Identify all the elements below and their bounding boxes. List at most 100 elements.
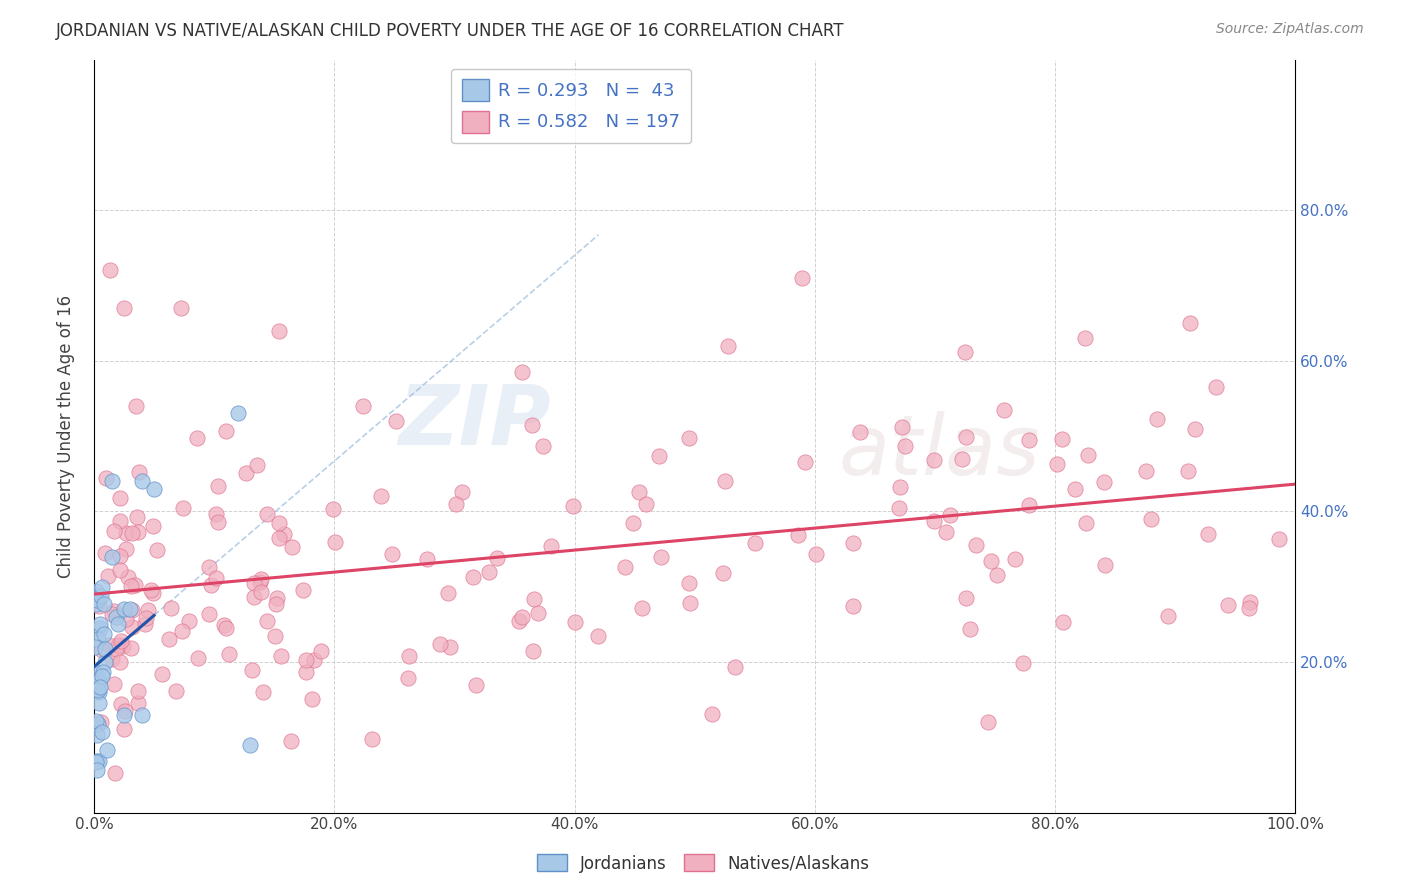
Point — [143, 482, 166, 496]
Point — [263, 629, 285, 643]
Point — [291, 583, 314, 598]
Point — [114, 612, 136, 626]
Text: atlas: atlas — [839, 410, 1040, 491]
Point — [89, 680, 111, 694]
Point — [117, 570, 139, 584]
Point — [1077, 448, 1099, 462]
Point — [93, 626, 115, 640]
Point — [1239, 600, 1261, 615]
Point — [540, 539, 562, 553]
Point — [955, 430, 977, 444]
Point — [94, 642, 117, 657]
Point — [1216, 598, 1239, 612]
Point — [104, 609, 127, 624]
Point — [90, 589, 112, 603]
Point — [939, 508, 962, 523]
Point — [84, 756, 107, 770]
Point — [112, 640, 135, 654]
Point — [90, 669, 112, 683]
Point — [1018, 498, 1040, 512]
Point — [127, 509, 149, 524]
Point — [1156, 609, 1178, 624]
Point — [90, 714, 112, 729]
Point — [107, 617, 129, 632]
Point — [243, 576, 266, 591]
Point — [478, 565, 501, 579]
Point — [101, 607, 124, 621]
Point — [806, 547, 828, 561]
Point — [1046, 458, 1069, 472]
Point — [429, 637, 451, 651]
Point — [256, 507, 278, 521]
Point — [678, 431, 700, 445]
Point — [235, 467, 257, 481]
Point — [103, 524, 125, 539]
Text: Source: ZipAtlas.com: Source: ZipAtlas.com — [1216, 22, 1364, 37]
Point — [679, 596, 702, 610]
Point — [648, 450, 671, 464]
Point — [309, 644, 332, 658]
Point — [446, 496, 468, 510]
Point — [520, 417, 543, 432]
Point — [702, 706, 724, 721]
Point — [131, 707, 153, 722]
Point — [1094, 558, 1116, 572]
Point — [508, 615, 530, 629]
Point — [269, 516, 291, 530]
Point — [935, 524, 957, 539]
Point — [120, 641, 142, 656]
Point — [110, 698, 132, 712]
Point — [170, 301, 193, 315]
Point — [246, 458, 269, 473]
Point — [993, 403, 1015, 417]
Point — [561, 500, 583, 514]
Point — [91, 724, 114, 739]
Point — [212, 618, 235, 632]
Point — [94, 471, 117, 485]
Point — [86, 728, 108, 742]
Point — [522, 643, 544, 657]
Point — [135, 611, 157, 625]
Point — [97, 568, 120, 582]
Point — [1011, 656, 1033, 670]
Point — [157, 632, 180, 646]
Point — [250, 584, 273, 599]
Point — [146, 542, 169, 557]
Point — [103, 604, 125, 618]
Point — [636, 497, 658, 511]
Point — [614, 560, 637, 574]
Point — [89, 696, 111, 710]
Point — [131, 475, 153, 489]
Point — [848, 425, 870, 440]
Point — [628, 484, 651, 499]
Point — [1073, 331, 1095, 345]
Point — [187, 650, 209, 665]
Point — [120, 579, 142, 593]
Point — [790, 271, 813, 285]
Point — [250, 572, 273, 586]
Point — [97, 638, 120, 652]
Point — [118, 602, 141, 616]
Point — [91, 580, 114, 594]
Point — [87, 599, 110, 613]
Point — [89, 616, 111, 631]
Point — [108, 491, 131, 505]
Point — [112, 602, 135, 616]
Point — [87, 685, 110, 699]
Point — [239, 738, 262, 752]
Point — [977, 714, 1000, 729]
Point — [142, 586, 165, 600]
Point — [724, 660, 747, 674]
Point — [841, 599, 863, 614]
Point — [893, 438, 915, 452]
Point — [842, 536, 865, 550]
Point — [103, 677, 125, 691]
Point — [322, 501, 344, 516]
Point — [108, 655, 131, 669]
Point — [121, 603, 143, 617]
Point — [240, 663, 263, 677]
Point — [1184, 422, 1206, 436]
Point — [398, 648, 420, 663]
Legend: R = 0.293   N =  43, R = 0.582   N = 197: R = 0.293 N = 43, R = 0.582 N = 197 — [451, 69, 692, 144]
Point — [1268, 533, 1291, 547]
